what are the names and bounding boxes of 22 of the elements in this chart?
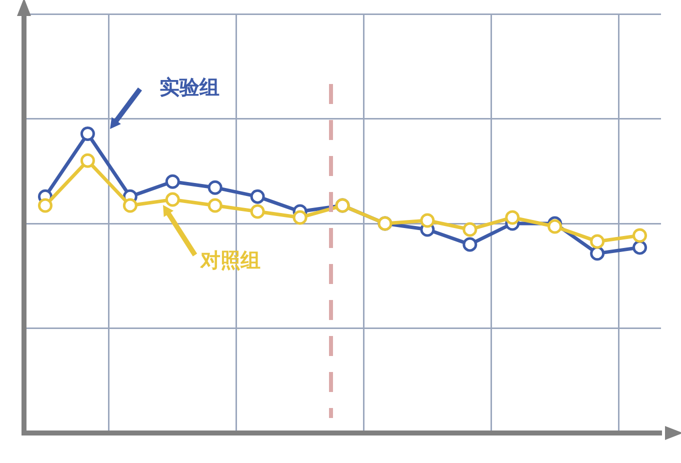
point: [420, 213, 435, 228]
point: [165, 192, 180, 207]
point: [292, 210, 308, 225]
point: [38, 198, 52, 213]
point: [80, 153, 95, 168]
point: [462, 222, 478, 237]
point: [80, 126, 95, 141]
point: [250, 189, 265, 204]
point: [632, 240, 648, 255]
point: [590, 246, 605, 261]
point: [250, 204, 265, 219]
point: [462, 237, 478, 252]
text: 实验组: [160, 74, 220, 99]
point: [208, 180, 222, 195]
point: [122, 198, 138, 213]
point: [505, 210, 520, 225]
point: [590, 234, 605, 249]
series-label: 对照组: [200, 248, 261, 272]
point: [208, 198, 222, 213]
point: [632, 228, 648, 243]
point: [548, 219, 562, 234]
point: [165, 174, 180, 189]
